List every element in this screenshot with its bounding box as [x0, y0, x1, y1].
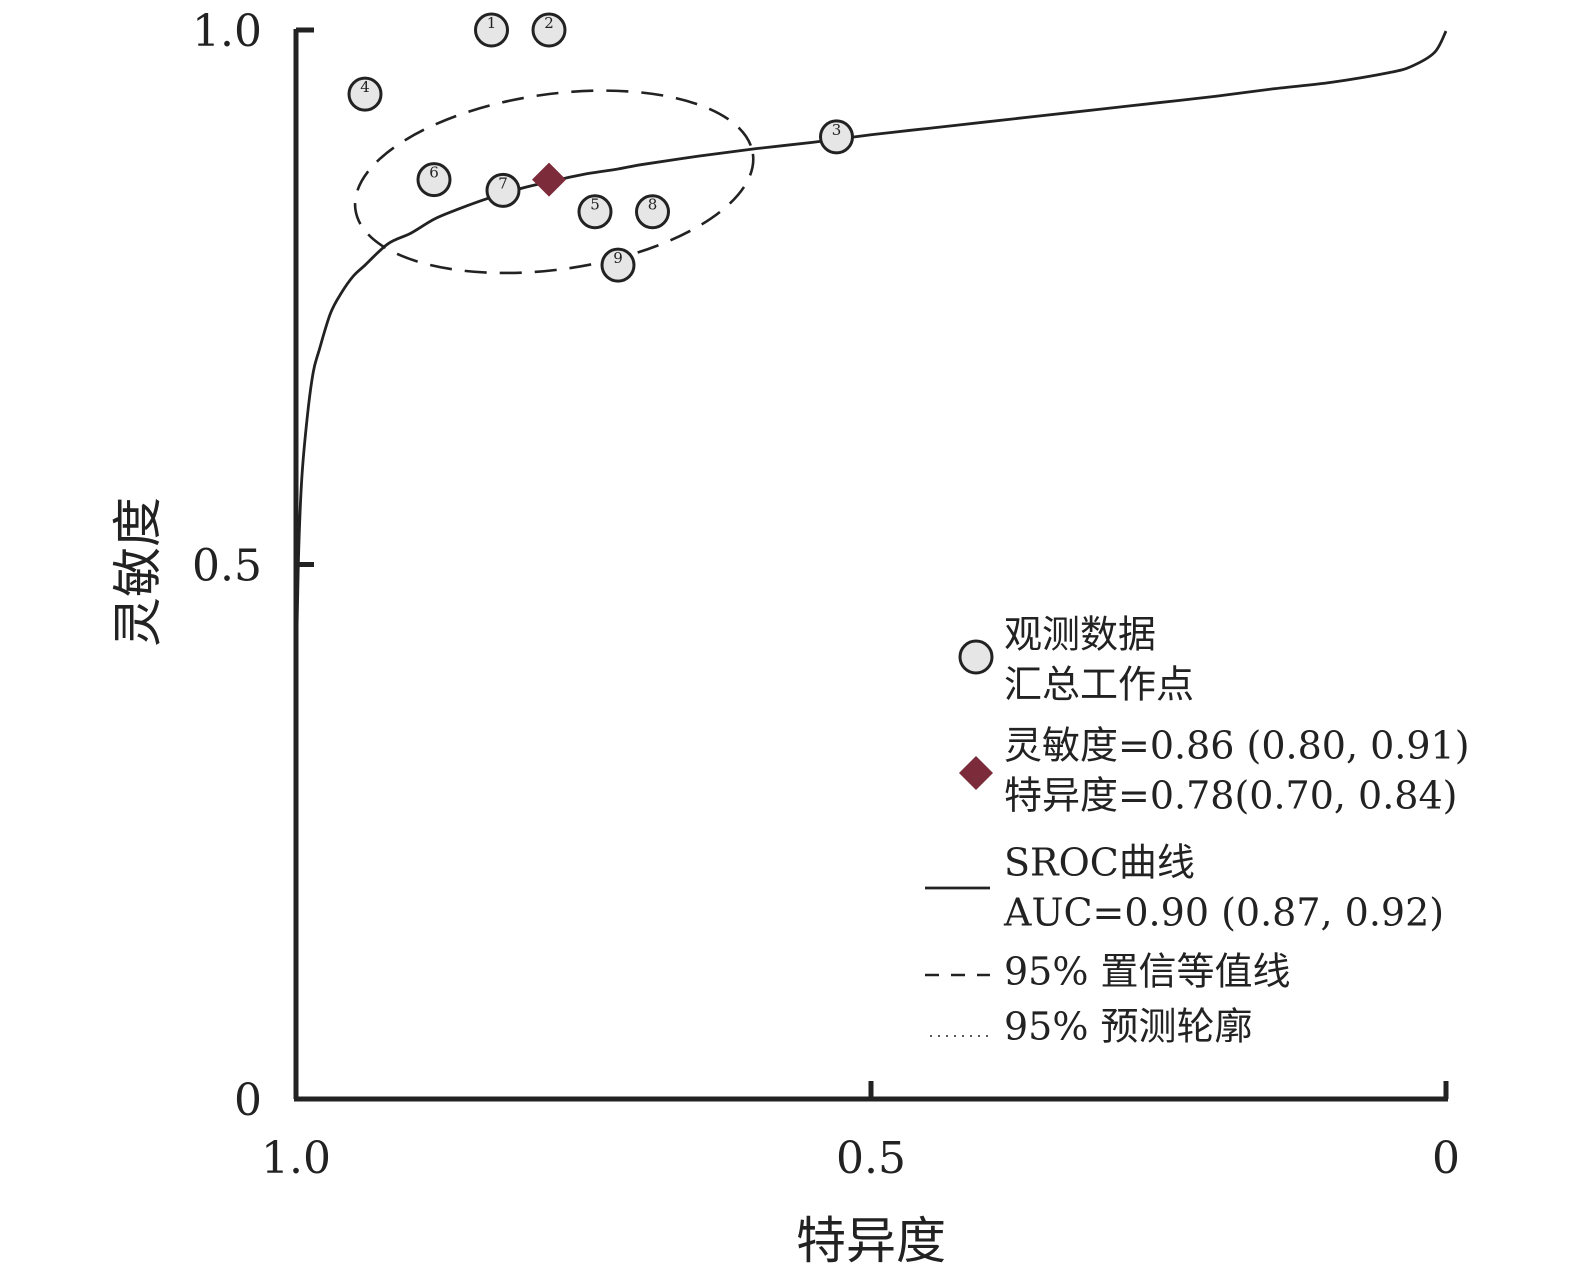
x-tick-label: 1.0 — [261, 1133, 331, 1184]
legend-item: 95% 预测轮廓 — [930, 1005, 1253, 1049]
axes: 0 0.5 1.0 1.0 0.5 0 特异度 灵敏度 — [109, 6, 1460, 1270]
observed-point-marker — [416, 162, 452, 198]
observed-point-marker — [577, 194, 613, 230]
legend-label: 95% 预测轮廓 — [1004, 1005, 1253, 1049]
observed-point-label: 4 — [360, 78, 370, 96]
y-tick-label: 1.0 — [192, 6, 262, 57]
legend-label: SROC曲线 — [1004, 841, 1195, 885]
legend-label: 95% 置信等值线 — [1004, 950, 1291, 994]
observed-point-label: 5 — [590, 196, 600, 214]
observed-point-label: 9 — [613, 249, 623, 267]
legend-label: 汇总工作点 — [1004, 663, 1194, 707]
observed-point: 7 — [485, 172, 521, 208]
observed-point-marker — [819, 119, 854, 155]
confidence-ellipse — [353, 89, 755, 275]
y-tick-label: 0 — [234, 1075, 262, 1126]
legend-label: 观测数据 — [1004, 613, 1156, 657]
observed-points: 1 2 3 4 5 6 7 8 9 — [347, 12, 854, 283]
observed-point-label: 8 — [648, 196, 658, 214]
sroc-curve — [294, 30, 1448, 693]
observed-point-marker — [635, 194, 670, 230]
confidence-region-layer — [353, 89, 755, 275]
legend-label: 灵敏度=0.86 (0.80, 0.91) — [1004, 724, 1470, 768]
observed-point-marker — [531, 12, 567, 48]
observed-point-label: 2 — [544, 14, 554, 32]
observed-point-marker — [600, 247, 636, 283]
summary-point-layer — [532, 162, 566, 197]
observed-point-marker — [347, 76, 383, 112]
observed-point: 3 — [819, 119, 854, 155]
observed-point: 5 — [577, 194, 613, 230]
observed-point-label: 1 — [487, 14, 497, 32]
observed-point: 9 — [600, 247, 636, 283]
observed-point: 8 — [635, 194, 670, 230]
observed-point-label: 7 — [498, 174, 508, 192]
legend-item: SROC曲线 AUC=0.90 (0.87, 0.92) — [925, 841, 1444, 935]
observed-point-label: 3 — [832, 121, 842, 139]
x-tick-label: 0.5 — [836, 1133, 906, 1184]
observed-point: 1 — [474, 12, 509, 48]
summary-point-diamond — [532, 162, 566, 197]
legend-label: AUC=0.90 (0.87, 0.92) — [1003, 891, 1444, 935]
legend-item: 灵敏度=0.86 (0.80, 0.91) 特异度=0.78(0.70, 0.84… — [959, 724, 1470, 818]
observed-point-marker — [485, 172, 521, 208]
legend-label: 特异度=0.78(0.70, 0.84) — [1004, 774, 1457, 818]
y-tick-label: 0.5 — [192, 541, 262, 592]
sroc-curve-layer — [294, 30, 1448, 693]
x-tick-label: 0 — [1432, 1133, 1460, 1184]
y-axis-title: 灵敏度 — [109, 497, 167, 647]
legend-diamond-symbol — [959, 756, 993, 790]
observed-point: 2 — [531, 12, 567, 48]
observed-point-label: 6 — [429, 164, 439, 182]
legend-item: 95% 置信等值线 — [925, 950, 1291, 994]
observed-point-marker — [474, 12, 509, 48]
observed-point: 4 — [347, 76, 383, 112]
observed-point: 6 — [416, 162, 452, 198]
x-axis-title: 特异度 — [796, 1212, 946, 1270]
legend-circle-symbol — [958, 639, 994, 675]
